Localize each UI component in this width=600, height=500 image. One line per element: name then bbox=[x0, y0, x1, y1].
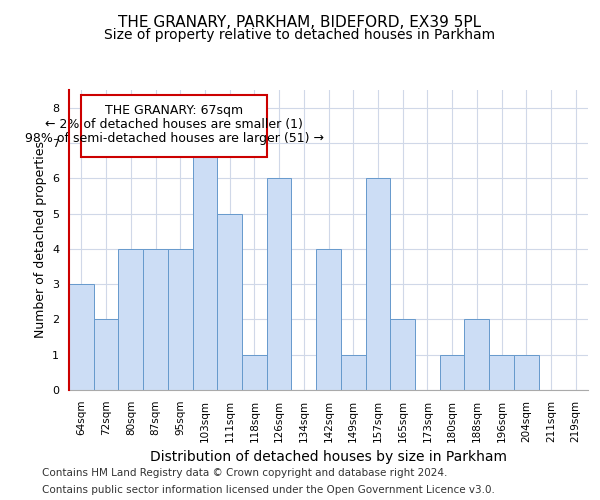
Bar bbox=[365, 178, 390, 390]
Bar bbox=[193, 143, 217, 390]
Bar bbox=[94, 320, 118, 390]
Text: Contains public sector information licensed under the Open Government Licence v3: Contains public sector information licen… bbox=[42, 485, 495, 495]
Bar bbox=[514, 354, 539, 390]
Text: Contains HM Land Registry data © Crown copyright and database right 2024.: Contains HM Land Registry data © Crown c… bbox=[42, 468, 448, 477]
Bar bbox=[143, 249, 168, 390]
Bar bbox=[440, 354, 464, 390]
Text: 98% of semi-detached houses are larger (51) →: 98% of semi-detached houses are larger (… bbox=[25, 132, 323, 144]
Bar bbox=[341, 354, 365, 390]
Y-axis label: Number of detached properties: Number of detached properties bbox=[34, 142, 47, 338]
Bar bbox=[118, 249, 143, 390]
Bar bbox=[464, 320, 489, 390]
Bar bbox=[489, 354, 514, 390]
X-axis label: Distribution of detached houses by size in Parkham: Distribution of detached houses by size … bbox=[150, 450, 507, 464]
Text: Size of property relative to detached houses in Parkham: Size of property relative to detached ho… bbox=[104, 28, 496, 42]
Text: ← 2% of detached houses are smaller (1): ← 2% of detached houses are smaller (1) bbox=[45, 118, 303, 130]
Text: THE GRANARY, PARKHAM, BIDEFORD, EX39 5PL: THE GRANARY, PARKHAM, BIDEFORD, EX39 5PL bbox=[118, 15, 482, 30]
Bar bbox=[217, 214, 242, 390]
Bar bbox=[242, 354, 267, 390]
Bar bbox=[390, 320, 415, 390]
Bar bbox=[82, 96, 267, 157]
Bar bbox=[316, 249, 341, 390]
Bar bbox=[168, 249, 193, 390]
Bar bbox=[267, 178, 292, 390]
Bar bbox=[69, 284, 94, 390]
Text: THE GRANARY: 67sqm: THE GRANARY: 67sqm bbox=[105, 104, 243, 117]
